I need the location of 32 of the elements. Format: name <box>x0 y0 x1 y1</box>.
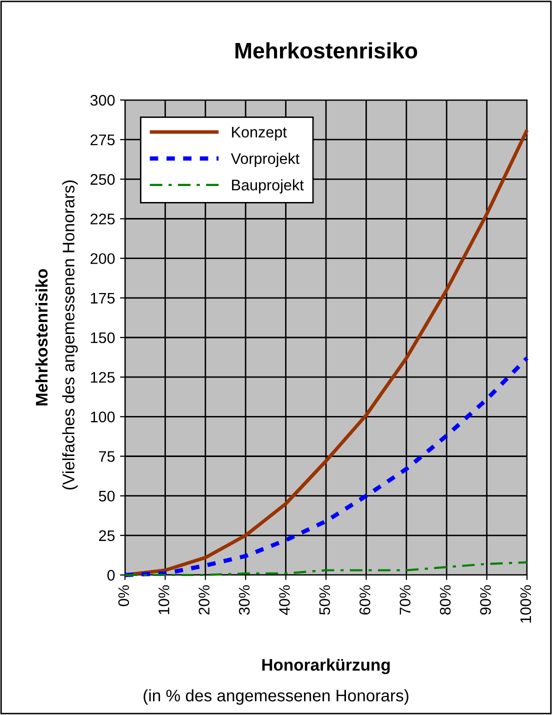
x-tick-label: 80% <box>440 585 451 615</box>
y-axis-title: Mehrkostenrisiko <box>35 269 48 406</box>
y-tick-label: 50 <box>98 490 115 502</box>
x-axis-title: Honorarkürzung <box>262 658 390 674</box>
x-tick-label: 90% <box>480 585 491 615</box>
x-tick-label: 0% <box>118 585 130 606</box>
x-tick-label: 50% <box>319 585 330 615</box>
y-tick-label: 300 <box>90 94 115 106</box>
y-tick-label: 25 <box>99 530 115 542</box>
y-tick-label: 75 <box>99 451 115 462</box>
x-tick-label: 60% <box>359 585 370 615</box>
x-tick-label: 40% <box>279 585 290 615</box>
y-tick-label: 200 <box>90 253 115 264</box>
x-tick-label: 10% <box>158 585 170 614</box>
x-tick-label: 100% <box>520 585 532 623</box>
x-tick-label: 30% <box>238 585 250 615</box>
y-tick-label: 225 <box>90 214 115 224</box>
y-tick-label: 250 <box>90 174 115 185</box>
y-tick-label: 175 <box>90 292 115 304</box>
y-tick-label: 125 <box>90 372 115 383</box>
legend-label: Bauprojekt <box>232 179 304 194</box>
y-tick-label: 275 <box>90 134 115 146</box>
legend-label: Konzept <box>232 126 287 141</box>
chart-title: Mehrkostenrisiko <box>235 42 418 59</box>
text: (in % des angemessenen Honorars) <box>144 689 408 705</box>
y-tick-label: 0 <box>107 570 115 581</box>
text: (Vielfaches des angemessenen Honorars) <box>62 180 78 490</box>
legend-label: Vorprojekt <box>230 152 300 168</box>
y-tick-label: 150 <box>90 332 115 344</box>
x-tick-label: 20% <box>198 585 210 615</box>
y-tick-label: 100 <box>90 412 115 422</box>
x-tick-label: 70% <box>400 585 410 615</box>
